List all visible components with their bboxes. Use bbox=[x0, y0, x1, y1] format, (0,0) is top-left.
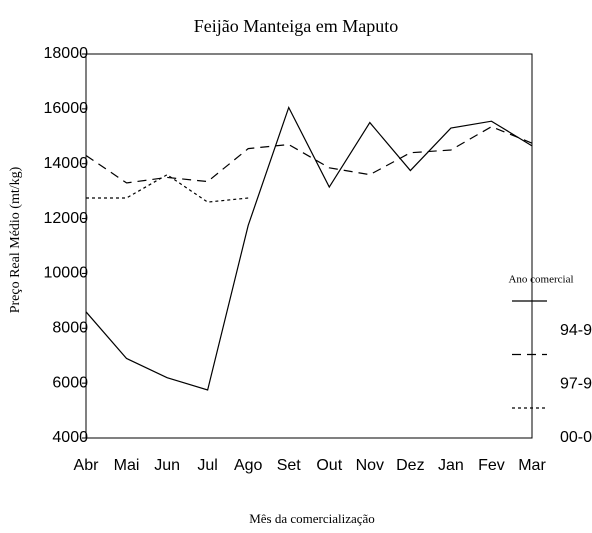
x-tick-label: Nov bbox=[356, 457, 384, 474]
series-line bbox=[86, 173, 249, 203]
y-tick-label: 18000 bbox=[44, 45, 89, 62]
y-axis-label: Preço Real Médio (mt/kg) bbox=[8, 166, 23, 313]
x-tick-label: Mar bbox=[518, 457, 546, 474]
series-line bbox=[85, 126, 533, 184]
chart-title: Feijão Manteiga em Maputo bbox=[194, 16, 398, 36]
x-tick-label: Out bbox=[316, 457, 342, 474]
x-tick-label: Jun bbox=[154, 457, 180, 474]
x-tick-label: Set bbox=[277, 457, 302, 474]
x-tick-label: Fev bbox=[478, 457, 505, 474]
legend-label: 97-98 bbox=[560, 376, 592, 393]
y-tick-label: 8000 bbox=[52, 320, 88, 337]
x-tick-label: Jan bbox=[438, 457, 464, 474]
x-tick-label: Mai bbox=[114, 457, 140, 474]
legend-title: Ano comercial bbox=[508, 274, 573, 286]
series-line bbox=[85, 105, 533, 391]
y-tick-label: 16000 bbox=[44, 100, 89, 117]
x-axis-label: Mês da comercialização bbox=[249, 511, 375, 526]
x-tick-label: Ago bbox=[234, 457, 263, 474]
legend-label: 94-95 bbox=[560, 322, 592, 339]
y-tick-label: 14000 bbox=[44, 155, 89, 172]
y-tick-label: 4000 bbox=[52, 429, 88, 446]
y-tick-label: 12000 bbox=[44, 210, 89, 227]
plot-frame bbox=[85, 53, 533, 439]
y-tick-label: 10000 bbox=[44, 265, 89, 282]
x-tick-label: Abr bbox=[74, 457, 100, 474]
x-tick-label: Jul bbox=[197, 457, 217, 474]
legend-label: 00-01 bbox=[560, 429, 592, 446]
x-tick-label: Dez bbox=[396, 457, 424, 474]
y-tick-label: 6000 bbox=[52, 374, 88, 391]
